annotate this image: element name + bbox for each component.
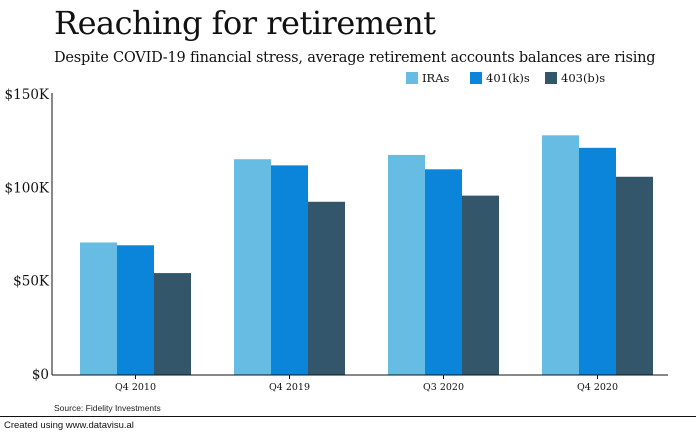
legend-label: 403(b)s [561, 71, 605, 85]
source-note: Source: Fidelity Investments [54, 403, 161, 413]
legend-swatch [470, 72, 482, 84]
x-tick-label: Q4 2019 [269, 382, 310, 393]
y-tick-label: $50K [13, 274, 50, 290]
credit-link[interactable]: Created using www.datavisu.al [4, 420, 134, 431]
bars [80, 135, 653, 375]
footer-divider [0, 416, 696, 417]
legend: IRAs 401(k)s 403(b)s [406, 71, 605, 85]
chart-title: Reaching for retirement [54, 4, 436, 42]
x-tick-label: Q3 2020 [423, 382, 464, 393]
bar-403bs-3 [616, 176, 653, 375]
x-tick-label: Q4 2020 [577, 382, 618, 393]
y-tick-label: $100K [5, 180, 50, 196]
bar-iras-0 [80, 242, 117, 375]
legend-swatch [545, 72, 557, 84]
bar-403bs-1 [308, 201, 345, 375]
y-tick-label: $0 [32, 367, 49, 383]
legend-swatch [406, 72, 418, 84]
x-axis: Q4 2010 Q4 2019 Q3 2020 Q4 2020 [52, 374, 668, 393]
bar-401ks-0 [117, 245, 154, 375]
x-tick-label: Q4 2010 [115, 382, 156, 393]
legend-label: IRAs [422, 71, 450, 85]
bar-401ks-2 [425, 169, 462, 375]
bar-403bs-0 [154, 273, 191, 375]
bar-iras-3 [542, 135, 579, 375]
bar-iras-1 [234, 159, 271, 375]
bar-iras-2 [388, 154, 425, 375]
bar-401ks-3 [579, 147, 616, 375]
chart-subtitle: Despite COVID-19 financial stress, avera… [54, 50, 656, 66]
legend-label: 401(k)s [486, 71, 530, 85]
bar-401ks-1 [271, 165, 308, 375]
bar-chart: IRAs 401(k)s 403(b)s $0 $50K $100K $150K Q4 2… [5, 71, 668, 393]
y-axis: $0 $50K $100K $150K [5, 87, 53, 383]
y-tick-label: $150K [5, 87, 50, 103]
bar-403bs-2 [462, 195, 499, 375]
